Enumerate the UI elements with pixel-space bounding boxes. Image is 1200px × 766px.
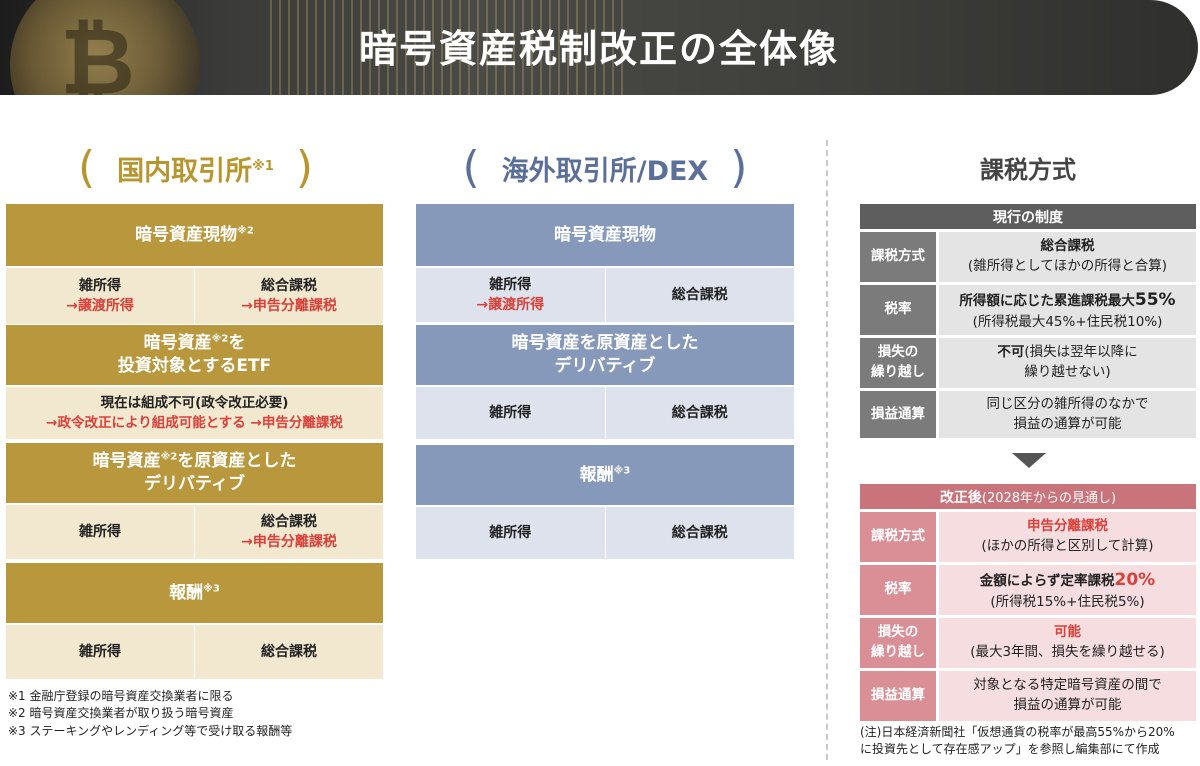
- left-paren: (: [77, 142, 96, 193]
- tax-row: 雑所得 総合課税 →申告分離課税: [6, 505, 383, 559]
- coin-edge-graphic: [270, 0, 630, 95]
- tax-row: 雑所得 →譲渡所得 総合課税 →申告分離課税: [6, 268, 383, 324]
- domestic-spot-block: 暗号資産現物※2 雑所得 →譲渡所得 総合課税 →申告分離課税: [6, 204, 383, 324]
- right-paren: ): [730, 142, 748, 193]
- overseas-derivative-block: 暗号資産を原資産とした デリバティブ 雑所得 総合課税: [416, 325, 794, 439]
- row-label: 課税方式: [860, 232, 936, 282]
- overseas-reward-block: 報酬※3 雑所得 総合課税: [416, 445, 794, 559]
- table-header: 現行の制度: [860, 204, 1196, 229]
- domestic-heading: ( 国内取引所※1 ): [8, 142, 383, 194]
- down-arrow-icon: [1012, 453, 1046, 468]
- row-label: 損益通算: [860, 391, 936, 438]
- table-row: 損失の 繰り越し 可能 (最大3年間、損失を繰り越せる): [860, 618, 1196, 668]
- footnotes: ※1 金融庁登録の暗号資産交換業者に限る ※2 暗号資産交換業者が取り扱う暗号資…: [8, 688, 292, 740]
- income-type-cell: 雑所得: [489, 404, 532, 421]
- row-label: 損失の 繰り越し: [860, 618, 936, 668]
- table-row: 課税方式 総合課税 (雑所得としてほかの所得と合算): [860, 232, 1196, 282]
- tax-row: 雑所得 →譲渡所得 総合課税: [416, 268, 794, 322]
- row-value: 可能 (最大3年間、損失を繰り越せる): [939, 618, 1196, 668]
- row-value: 所得額に応じた累進課税最大55% (所得税最大45%+住民税10%): [939, 285, 1196, 335]
- income-type-cell: 雑所得: [79, 643, 121, 660]
- block-title: 暗号資産を原資産とした デリバティブ: [416, 325, 794, 385]
- block-title: 暗号資産※2を原資産とした デリバティブ: [6, 443, 383, 503]
- tax-method-cell: 総合課税: [604, 507, 795, 559]
- income-type-cell: 雑所得: [79, 523, 121, 540]
- row-label: 税率: [860, 285, 936, 335]
- overseas-heading: ( 海外取引所/DEX ): [416, 142, 794, 194]
- row-label: 課税方式: [860, 512, 936, 562]
- block-title: 暗号資産※2を 投資対象とするETF: [6, 325, 383, 385]
- income-type-cell: 雑所得: [489, 524, 532, 541]
- overseas-heading-text: 海外取引所/DEX: [501, 155, 709, 187]
- row-value: 同じ区分の雑所得のなかで 損益の通算が可能: [939, 391, 1196, 438]
- table-row: 課税方式 申告分離課税 (ほかの所得と区別して計算): [860, 512, 1196, 562]
- footnote-2: ※2 暗号資産交換業者が取り扱う暗号資産: [8, 706, 234, 721]
- tax-method-cell: 総合課税: [604, 268, 795, 322]
- block-title: 暗号資産現物※2: [6, 204, 383, 266]
- domestic-etf-block: 暗号資産※2を 投資対象とするETF 現在は組成不可(政令改正必要) →政令改正に…: [6, 325, 383, 439]
- left-paren: (: [462, 142, 480, 193]
- tax-row: 雑所得 総合課税: [416, 387, 794, 439]
- tax-row: 雑所得 総合課税: [6, 625, 383, 679]
- row-value: 不可(損失は翌年以降に 繰り越せない): [939, 338, 1196, 388]
- table-row: 損失の 繰り越し 不可(損失は翌年以降に 繰り越せない): [860, 338, 1196, 388]
- income-type-cell: 雑所得 →譲渡所得: [476, 276, 545, 313]
- table-row: 損益通算 同じ区分の雑所得のなかで 損益の通算が可能: [860, 391, 1196, 438]
- row-value: 金額によらず定率課税20% (所得税15%+住民税5%): [939, 565, 1196, 615]
- domestic-heading-text: 国内取引所: [117, 155, 253, 187]
- tax-heading: 課税方式: [980, 156, 1076, 184]
- bitcoin-icon: ₿: [60, 8, 135, 95]
- tax-row: 雑所得 総合課税: [416, 507, 794, 559]
- block-title: 暗号資産現物: [416, 204, 794, 266]
- block-title: 報酬※3: [416, 445, 794, 505]
- block-title: 報酬※3: [6, 563, 383, 623]
- footnote-mark: ※1: [252, 158, 274, 174]
- current-system-table: 現行の制度 課税方式 総合課税 (雑所得としてほかの所得と合算) 税率 所得額に…: [860, 204, 1196, 438]
- footnote-1: ※1 金融庁登録の暗号資産交換業者に限る: [8, 689, 234, 703]
- row-label: 税率: [860, 565, 936, 615]
- row-value: 総合課税 (雑所得としてほかの所得と合算): [939, 232, 1196, 282]
- revised-system-table: 改正後(2028年からの見通し) 課税方式 申告分離課税 (ほかの所得と区別して…: [860, 484, 1196, 721]
- header-banner: ₿ 暗号資産税制改正の全体像: [0, 0, 1198, 95]
- source-note: (注)日本経済新聞社「仮想通貨の税率が最高55%から20% に投資先として存在感…: [860, 725, 1175, 757]
- domestic-reward-block: 報酬※3 雑所得 総合課税: [6, 563, 383, 679]
- row-value: 対象となる特定暗号資産の間で 損益の通算が可能: [939, 671, 1196, 721]
- row-label: 損益通算: [860, 671, 936, 721]
- income-type-cell: 雑所得 →譲渡所得: [66, 277, 134, 314]
- column-divider: [826, 140, 828, 760]
- right-paren: ): [295, 142, 314, 193]
- tax-method-cell: 総合課税 →申告分離課税: [194, 505, 383, 559]
- page-title: 暗号資産税制改正の全体像: [358, 27, 839, 71]
- tax-method-cell: 総合課税: [194, 625, 383, 679]
- table-header: 改正後(2028年からの見通し): [860, 484, 1196, 509]
- overseas-spot-block: 暗号資産現物 雑所得 →譲渡所得 総合課税: [416, 204, 794, 322]
- etf-note: 現在は組成不可(政令改正必要) →政令改正により組成可能とする →申告分離課税: [6, 387, 383, 439]
- tax-method-cell: 総合課税 →申告分離課税: [194, 268, 383, 324]
- footnote-3: ※3 ステーキングやレンディング等で受け取る報酬等: [8, 723, 293, 738]
- tax-method-cell: 総合課税: [604, 387, 795, 439]
- table-row: 税率 所得額に応じた累進課税最大55% (所得税最大45%+住民税10%): [860, 285, 1196, 335]
- table-row: 損益通算 対象となる特定暗号資産の間で 損益の通算が可能: [860, 671, 1196, 721]
- bitcoin-coin-graphic: [10, 0, 200, 95]
- row-value: 申告分離課税 (ほかの所得と区別して計算): [939, 512, 1196, 562]
- domestic-derivative-block: 暗号資産※2を原資産とした デリバティブ 雑所得 総合課税 →申告分離課税: [6, 443, 383, 559]
- row-label: 損失の 繰り越し: [860, 338, 936, 388]
- table-row: 税率 金額によらず定率課税20% (所得税15%+住民税5%): [860, 565, 1196, 615]
